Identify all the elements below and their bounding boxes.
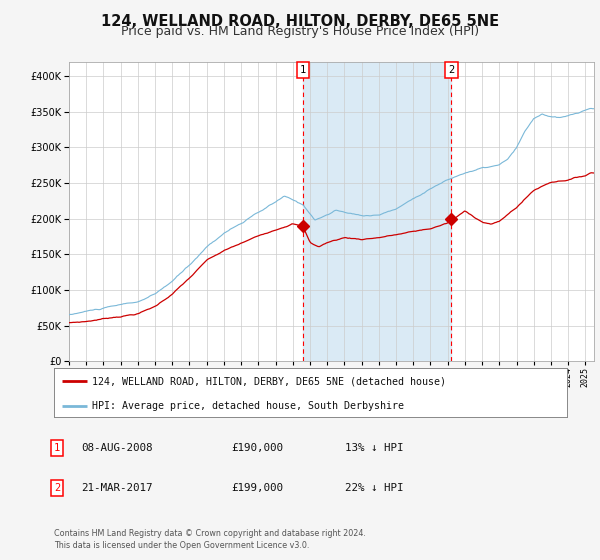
Text: £199,000: £199,000 [231,483,283,493]
Text: £190,000: £190,000 [231,443,283,453]
Text: 08-AUG-2008: 08-AUG-2008 [81,443,152,453]
Text: 2: 2 [448,64,455,74]
Text: 22% ↓ HPI: 22% ↓ HPI [345,483,404,493]
Text: 2: 2 [54,483,60,493]
Text: 124, WELLAND ROAD, HILTON, DERBY, DE65 5NE: 124, WELLAND ROAD, HILTON, DERBY, DE65 5… [101,14,499,29]
Text: 124, WELLAND ROAD, HILTON, DERBY, DE65 5NE (detached house): 124, WELLAND ROAD, HILTON, DERBY, DE65 5… [92,376,446,386]
Bar [303,62,451,361]
Text: 13% ↓ HPI: 13% ↓ HPI [345,443,404,453]
Text: 21-MAR-2017: 21-MAR-2017 [81,483,152,493]
Text: 1: 1 [54,443,60,453]
Text: 1: 1 [300,64,306,74]
Text: Contains HM Land Registry data © Crown copyright and database right 2024.
This d: Contains HM Land Registry data © Crown c… [54,529,366,550]
Text: HPI: Average price, detached house, South Derbyshire: HPI: Average price, detached house, Sout… [92,402,404,412]
Text: Price paid vs. HM Land Registry's House Price Index (HPI): Price paid vs. HM Land Registry's House … [121,25,479,38]
